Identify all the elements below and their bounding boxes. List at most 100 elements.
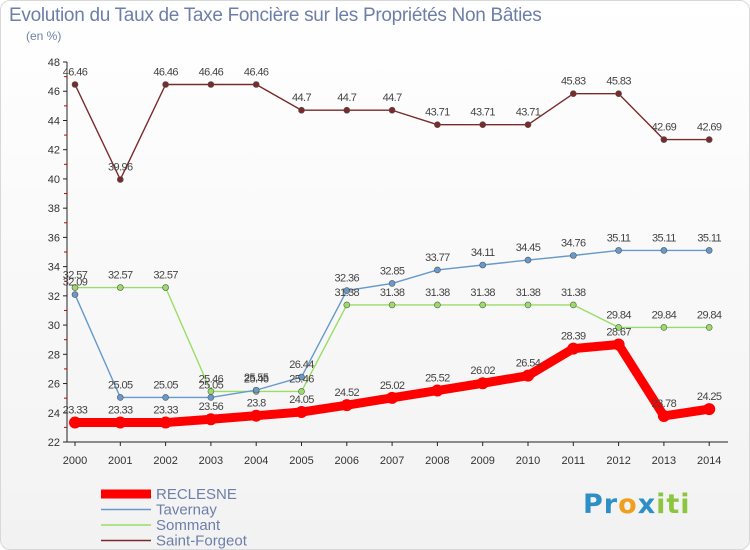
data-label: 39.96 bbox=[108, 162, 133, 174]
data-point bbox=[479, 121, 487, 128]
data-point bbox=[388, 301, 396, 309]
data-label: 24.05 bbox=[289, 394, 314, 406]
data-point bbox=[434, 301, 441, 309]
x-tick-label: 2010 bbox=[516, 455, 540, 467]
data-point bbox=[434, 121, 441, 128]
data-label: 23.33 bbox=[153, 405, 178, 417]
data-label: 32.57 bbox=[153, 270, 178, 282]
data-label: 43.71 bbox=[470, 107, 495, 119]
data-label: 23.78 bbox=[652, 398, 677, 410]
data-label: 44.7 bbox=[337, 92, 356, 104]
data-point bbox=[388, 280, 396, 287]
data-label: 35.11 bbox=[697, 232, 721, 244]
data-point bbox=[569, 301, 577, 309]
data-point bbox=[522, 369, 534, 382]
data-point bbox=[388, 106, 396, 114]
data-point bbox=[612, 338, 625, 351]
y-tick-label: 28 bbox=[48, 349, 60, 361]
logo-letter: i bbox=[680, 489, 691, 520]
data-point bbox=[250, 409, 263, 422]
x-tick-label: 2005 bbox=[289, 455, 313, 467]
data-point bbox=[71, 81, 79, 88]
data-label: 46.46 bbox=[199, 67, 224, 79]
data-label: 46.46 bbox=[63, 67, 88, 79]
logo-letter: P bbox=[583, 489, 604, 520]
data-label: 25.02 bbox=[380, 380, 405, 392]
data-point bbox=[660, 324, 668, 331]
y-tick-label: 40 bbox=[48, 174, 60, 186]
data-point bbox=[343, 301, 351, 309]
data-label: 42.69 bbox=[652, 122, 677, 134]
data-label: 23.8 bbox=[247, 398, 266, 410]
data-point bbox=[117, 176, 124, 183]
data-label: 25.46 bbox=[199, 373, 224, 385]
data-point bbox=[162, 394, 169, 401]
data-label: 45.83 bbox=[606, 76, 631, 88]
data-point bbox=[705, 324, 713, 331]
data-point bbox=[615, 90, 622, 98]
data-point bbox=[162, 81, 169, 88]
x-tick-label: 2011 bbox=[561, 455, 585, 467]
data-label: 24.25 bbox=[697, 391, 722, 403]
data-label: 25.55 bbox=[244, 372, 269, 384]
data-label: 42.69 bbox=[697, 122, 722, 134]
chart-title: Evolution du Taux de Taxe Foncière sur l… bbox=[9, 5, 542, 26]
data-label: 25.05 bbox=[153, 379, 178, 391]
legend-label: Sommant bbox=[156, 517, 221, 534]
data-point bbox=[479, 261, 487, 269]
x-tick-label: 2007 bbox=[380, 455, 404, 467]
data-point bbox=[114, 416, 127, 429]
data-label: 45.83 bbox=[561, 76, 586, 88]
data-label: 44.7 bbox=[292, 92, 311, 104]
x-tick-label: 2006 bbox=[335, 455, 359, 467]
data-label: 25.05 bbox=[108, 379, 133, 391]
data-point bbox=[298, 388, 305, 395]
data-point bbox=[340, 399, 353, 412]
data-label: 33.77 bbox=[425, 252, 450, 264]
data-label: 46.46 bbox=[244, 67, 269, 79]
data-point bbox=[476, 377, 489, 390]
data-point bbox=[524, 256, 532, 264]
data-label: 31.38 bbox=[425, 287, 450, 299]
data-label: 34.11 bbox=[471, 247, 495, 259]
data-point bbox=[705, 136, 713, 143]
logo-letter: i bbox=[656, 489, 667, 520]
logo-letter: x bbox=[637, 489, 657, 520]
data-label: 32.85 bbox=[380, 265, 405, 277]
y-tick-label: 24 bbox=[48, 408, 60, 420]
legend-label: Tavernay bbox=[156, 502, 217, 519]
data-label: 31.38 bbox=[470, 287, 495, 299]
data-point bbox=[615, 247, 622, 254]
data-point bbox=[207, 81, 215, 88]
data-point bbox=[162, 284, 169, 291]
data-label: 44.7 bbox=[383, 92, 402, 104]
data-point bbox=[71, 291, 79, 298]
data-point bbox=[705, 247, 713, 254]
data-point bbox=[204, 413, 217, 426]
data-point bbox=[567, 342, 580, 355]
y-tick-label: 42 bbox=[48, 145, 60, 157]
data-label: 31.38 bbox=[516, 287, 541, 299]
data-label: 31.38 bbox=[335, 287, 360, 299]
data-point bbox=[660, 247, 668, 254]
data-point bbox=[479, 301, 487, 309]
y-tick-label: 22 bbox=[48, 437, 60, 449]
legend-label: Saint-Forgeot bbox=[156, 533, 248, 550]
data-point bbox=[343, 287, 351, 294]
data-label: 32.36 bbox=[335, 273, 360, 285]
data-label: 25.05 bbox=[199, 379, 224, 391]
data-point bbox=[117, 394, 124, 401]
data-point bbox=[660, 136, 668, 143]
y-tick-label: 38 bbox=[48, 203, 60, 215]
x-tick-label: 2009 bbox=[470, 455, 494, 467]
data-label: 43.71 bbox=[516, 107, 541, 119]
x-tick-label: 2014 bbox=[697, 455, 721, 467]
data-label: 35.11 bbox=[652, 232, 676, 244]
x-tick-label: 2000 bbox=[63, 455, 87, 467]
data-label: 32.57 bbox=[108, 270, 133, 282]
data-point bbox=[295, 406, 308, 419]
data-label: 26.02 bbox=[470, 365, 495, 377]
x-tick-label: 2012 bbox=[606, 455, 630, 467]
y-tick-label: 26 bbox=[48, 379, 60, 391]
logo-letter: o bbox=[618, 489, 638, 520]
